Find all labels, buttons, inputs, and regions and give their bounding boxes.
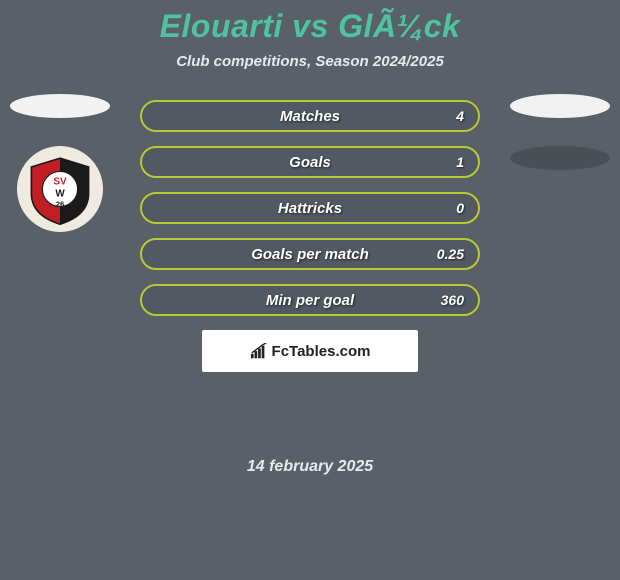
player-photo-placeholder-left: [10, 94, 110, 118]
stat-value: 1: [456, 154, 464, 170]
brand-box[interactable]: FcTables.com: [202, 330, 418, 372]
stats-container: Matches 4 Goals 1 Hattricks 0 Goals per …: [140, 100, 480, 372]
stat-label: Goals per match: [251, 246, 369, 263]
stat-label: Hattricks: [278, 200, 342, 217]
stat-value: 0: [456, 200, 464, 216]
stat-value: 4: [456, 108, 464, 124]
svg-text:26: 26: [56, 200, 65, 209]
left-player-column: SV W 26: [10, 94, 110, 232]
club-logo-left: SV W 26: [17, 146, 103, 232]
page-subtitle: Club competitions, Season 2024/2025: [0, 53, 620, 70]
chart-icon: [250, 343, 268, 359]
stat-value: 360: [441, 292, 464, 308]
right-player-column: [510, 94, 610, 170]
club-logo-inner: SV W 26: [27, 156, 93, 222]
brand-text: FcTables.com: [272, 343, 371, 360]
stat-bar-goals: Goals 1: [140, 146, 480, 178]
stat-bar-goals-per-match: Goals per match 0.25: [140, 238, 480, 270]
content-wrap: SV W 26 Matches 4 Goals 1 Hattricks 0 Go…: [0, 100, 620, 440]
player-photo-placeholder-right: [510, 94, 610, 118]
svg-text:W: W: [55, 189, 65, 200]
stat-label: Matches: [280, 108, 340, 125]
stat-bar-min-per-goal: Min per goal 360: [140, 284, 480, 316]
svg-text:SV: SV: [53, 177, 67, 188]
stat-bar-matches: Matches 4: [140, 100, 480, 132]
stat-bar-hattricks: Hattricks 0: [140, 192, 480, 224]
page-title: Elouarti vs GlÃ¼ck: [0, 0, 620, 45]
stat-label: Min per goal: [266, 292, 354, 309]
club-shield-icon: SV W 26: [27, 156, 93, 226]
stat-value: 0.25: [437, 246, 464, 262]
club-logo-placeholder-right: [510, 146, 610, 170]
footer-date: 14 february 2025: [0, 458, 620, 476]
stat-label: Goals: [289, 154, 331, 171]
